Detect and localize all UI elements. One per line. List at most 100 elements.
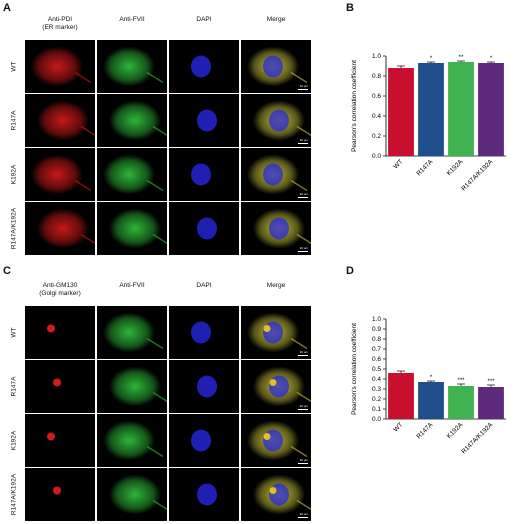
significance-label: * bbox=[490, 56, 493, 62]
scale-bar-label: 10 μm bbox=[299, 84, 308, 88]
micrograph-a-r1-c2 bbox=[169, 94, 239, 147]
scale-bar-label: 10 μm bbox=[299, 192, 308, 196]
bar-R147A/K192A bbox=[478, 387, 504, 419]
chart-b: Pearson's correlation coefficient 0.0 0.2 0… bbox=[346, 14, 520, 214]
column-header-a-1: Anti-FVII bbox=[119, 16, 145, 23]
significance-label: ** bbox=[459, 55, 464, 61]
micrograph-a-r2-c0 bbox=[25, 148, 95, 201]
micrograph-a-r1-c0 bbox=[25, 94, 95, 147]
micrograph-c-r2-c2 bbox=[169, 414, 239, 467]
micrograph-a-r0-c3: 10 μm bbox=[241, 40, 311, 93]
scale-bar-label: 10 μm bbox=[299, 512, 308, 516]
micrograph-c-r0-c0 bbox=[25, 306, 95, 359]
row-label-a-1: R147A bbox=[10, 110, 18, 130]
micrograph-c-r2-c0 bbox=[25, 414, 95, 467]
micrograph-c-r0-c1 bbox=[97, 306, 167, 359]
y-tick-label: 1.0 bbox=[372, 53, 381, 60]
significance-label: *** bbox=[487, 379, 495, 385]
row-label-c-0: WT bbox=[10, 326, 18, 338]
row-label-c-3: R147A/K192A bbox=[10, 473, 18, 515]
micrograph-c-r2-c1 bbox=[97, 414, 167, 467]
scale-bar bbox=[298, 89, 308, 90]
y-tick-label: 0.2 bbox=[372, 133, 381, 140]
scale-bar bbox=[298, 463, 308, 464]
y-tick-label: 0.4 bbox=[372, 113, 381, 120]
scale-bar bbox=[298, 143, 308, 144]
x-tick-label: WT bbox=[392, 421, 404, 433]
y-tick-label: 0.7 bbox=[372, 346, 381, 353]
micrograph-c-r3-c0 bbox=[25, 468, 95, 521]
micrograph-a-r3-c2 bbox=[169, 202, 239, 255]
micrograph-a-r1-c1 bbox=[97, 94, 167, 147]
bar-K192A bbox=[448, 62, 474, 156]
bar-R147A bbox=[418, 63, 444, 156]
scale-bar bbox=[298, 197, 308, 198]
y-tick-label: 0.8 bbox=[372, 336, 381, 343]
y-tick-label: 0.5 bbox=[372, 366, 381, 373]
y-tick-label: 0.2 bbox=[372, 396, 381, 403]
significance-label: * bbox=[430, 375, 433, 381]
y-tick-label: 0.0 bbox=[372, 153, 381, 160]
micrograph-c-r1-c2 bbox=[169, 360, 239, 413]
column-header-c-0: Anti-GM130 (Golgi marker) bbox=[39, 282, 81, 297]
x-tick-label: R147A bbox=[415, 158, 434, 177]
scale-bar bbox=[298, 355, 308, 356]
micrograph-a-r2-c2 bbox=[169, 148, 239, 201]
micrograph-c-r3-c1 bbox=[97, 468, 167, 521]
panel-letter-a: A bbox=[3, 2, 11, 14]
micrograph-c-r3-c3: 10 μm bbox=[241, 468, 311, 521]
x-tick-label: K192A bbox=[446, 158, 465, 177]
significance-label: *** bbox=[457, 378, 465, 384]
panel-letter-b: B bbox=[346, 2, 354, 14]
chart-d-svg: Pearson's correlation coefficient 0.0 0.1 0… bbox=[351, 316, 506, 456]
micrograph-c-r3-c2 bbox=[169, 468, 239, 521]
x-tick-label: R147A/K192A bbox=[460, 421, 495, 456]
bar-WT bbox=[388, 373, 414, 419]
x-tick-label: WT bbox=[392, 158, 404, 170]
y-tick-label: 0.1 bbox=[372, 406, 381, 413]
micrograph-a-r0-c0 bbox=[25, 40, 95, 93]
row-label-c-2: K192A bbox=[10, 430, 18, 450]
y-tick-label: 0.6 bbox=[372, 356, 381, 363]
micrograph-a-r3-c3: 10 μm bbox=[241, 202, 311, 255]
bar-WT bbox=[388, 68, 414, 156]
panel-letter-c: C bbox=[3, 265, 11, 277]
chart-d: Pearson's correlation coefficient 0.0 0.1 0… bbox=[346, 277, 520, 477]
micrograph-c-r2-c3: 10 μm bbox=[241, 414, 311, 467]
scale-bar-label: 10 μm bbox=[299, 350, 308, 354]
y-axis-label: Pearson's correlation coefficient bbox=[351, 323, 358, 415]
micrograph-a-r0-c2 bbox=[169, 40, 239, 93]
x-tick-label: K192A bbox=[446, 421, 465, 440]
micrograph-a-r2-c1 bbox=[97, 148, 167, 201]
panel-letter-d: D bbox=[346, 265, 354, 277]
scale-bar bbox=[298, 251, 308, 252]
micrograph-c-r0-c3: 10 μm bbox=[241, 306, 311, 359]
micrograph-a-r3-c0 bbox=[25, 202, 95, 255]
scale-bar bbox=[298, 409, 308, 410]
x-tick-label: R147A/K192A bbox=[460, 158, 495, 193]
micrograph-a-r2-c3: 10 μm bbox=[241, 148, 311, 201]
chart-b-svg: Pearson's correlation coefficient 0.0 0.2 0… bbox=[351, 53, 506, 193]
scale-bar-label: 10 μm bbox=[299, 458, 308, 462]
micrograph-c-r1-c3: 10 μm bbox=[241, 360, 311, 413]
y-tick-label: 0.6 bbox=[372, 93, 381, 100]
y-tick-label: 0.3 bbox=[372, 386, 381, 393]
micrograph-a-r3-c1 bbox=[97, 202, 167, 255]
column-header-a-2: DAPI bbox=[196, 16, 212, 23]
micrograph-c-r1-c1 bbox=[97, 360, 167, 413]
row-label-c-1: R147A bbox=[10, 376, 18, 396]
row-label-a-3: R147A/K192A bbox=[10, 207, 18, 249]
column-header-c-3: Merge bbox=[266, 282, 286, 289]
column-header-c-1: Anti-FVII bbox=[119, 282, 145, 289]
micrograph-c-r0-c2 bbox=[169, 306, 239, 359]
micrograph-a-r0-c1 bbox=[97, 40, 167, 93]
bar-R147A/K192A bbox=[478, 63, 504, 156]
y-tick-label: 0.9 bbox=[372, 326, 381, 333]
y-tick-label: 1.0 bbox=[372, 316, 381, 323]
row-label-a-2: K192A bbox=[10, 164, 18, 184]
row-label-a-0: WT bbox=[10, 60, 18, 72]
y-axis-label: Pearson's correlation coefficient bbox=[351, 60, 358, 152]
bar-K192A bbox=[448, 386, 474, 419]
column-header-a-3: Merge bbox=[266, 16, 286, 23]
scale-bar-label: 10 μm bbox=[299, 404, 308, 408]
